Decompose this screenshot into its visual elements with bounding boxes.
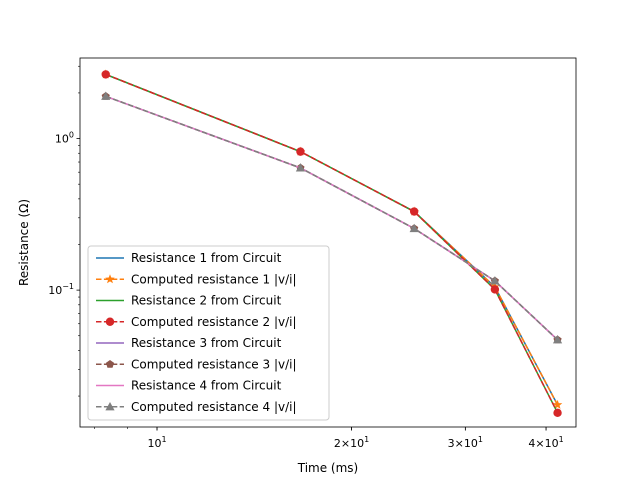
legend-entry: Computed resistance 4 |v/i|	[96, 400, 297, 414]
series-layer	[100, 69, 563, 418]
legend-label: Resistance 1 from Circuit	[131, 251, 282, 265]
data-point	[295, 163, 306, 172]
y-tick-label: 100	[55, 131, 74, 146]
legend-label: Computed resistance 2 |v/i|	[131, 315, 297, 329]
plot-area-frame	[79, 57, 577, 428]
legend-label: Resistance 4 from Circuit	[131, 379, 282, 393]
legend-swatch-marker	[105, 317, 115, 326]
legend-swatch-marker	[105, 274, 115, 284]
legend-label: Resistance 2 from Circuit	[131, 294, 282, 308]
y-axis-label: Resistance (Ω)	[17, 199, 31, 286]
legend-label: Computed resistance 3 |v/i|	[131, 357, 297, 371]
series-line	[105, 73, 559, 414]
x-tick-label: 2×101	[334, 435, 369, 450]
data-point	[296, 147, 305, 156]
legend-label: Resistance 3 from Circuit	[131, 336, 282, 350]
data-point	[490, 285, 500, 294]
data-point	[101, 70, 110, 79]
legend-entry: Computed resistance 2 |v/i|	[96, 315, 297, 329]
legend-label: Computed resistance 1 |v/i|	[131, 272, 297, 286]
legend-entry: Computed resistance 1 |v/i|	[96, 272, 297, 286]
legend-entry: Resistance 4 from Circuit	[96, 379, 282, 393]
legend-label: Computed resistance 4 |v/i|	[131, 400, 297, 414]
y-tick-label: 10−1	[48, 282, 74, 297]
x-tick-label: 3×101	[448, 435, 483, 450]
data-point	[409, 223, 419, 233]
legend-entry: Resistance 3 from Circuit	[96, 336, 282, 350]
data-point	[490, 276, 500, 285]
data-point	[552, 399, 563, 409]
series-8	[101, 91, 563, 344]
data-point	[409, 207, 419, 216]
legend: Resistance 1 from Circuit Computed resist…	[87, 245, 330, 421]
data-point	[101, 91, 111, 100]
legend-entry: Resistance 2 from Circuit	[96, 294, 282, 308]
legend-swatch-marker	[105, 401, 115, 411]
data-point	[552, 335, 563, 344]
series-4	[101, 70, 562, 418]
legend-entry: Computed resistance 3 |v/i|	[96, 357, 297, 371]
x-tick-label: 101	[147, 435, 166, 450]
x-tick-label: 4×101	[528, 435, 563, 450]
legend-entry: Resistance 1 from Circuit	[96, 251, 282, 265]
legend-frame	[87, 245, 330, 421]
data-point	[553, 408, 562, 418]
axis-layer: 101 2×101 3×101 4×101 100 10−1	[48, 65, 564, 450]
x-axis-label: Time (ms)	[297, 461, 359, 475]
legend-swatch-marker	[105, 359, 115, 368]
